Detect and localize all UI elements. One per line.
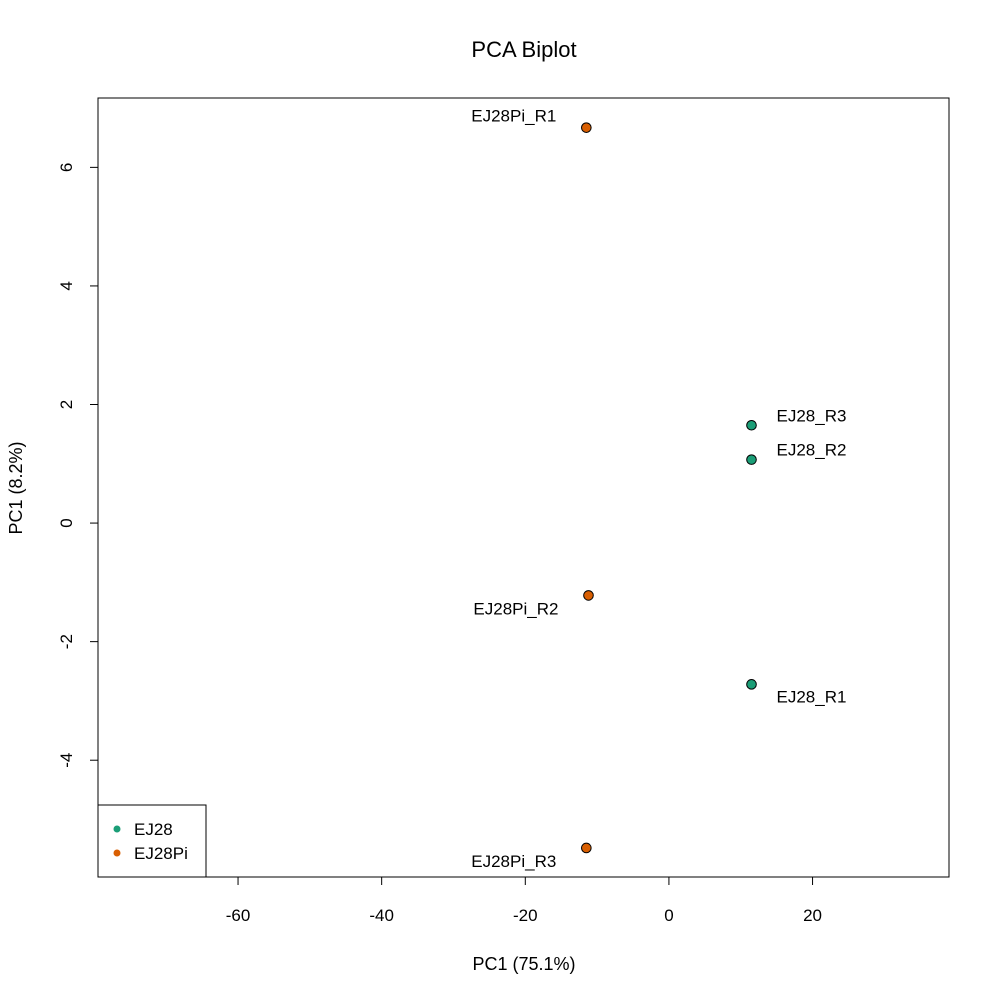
data-point [581, 842, 592, 854]
x-tick-label: -40 [369, 906, 394, 925]
y-tick-label: -2 [57, 634, 76, 649]
x-tick-label: -20 [513, 906, 538, 925]
point-label: EJ28_R2 [777, 441, 847, 460]
x-axis-label: PC1 (75.1%) [472, 954, 575, 974]
x-tick-label: 0 [664, 906, 673, 925]
legend-marker [113, 849, 121, 857]
y-tick-label: 2 [57, 400, 76, 409]
data-point [746, 454, 757, 465]
data-point [583, 590, 594, 601]
point-label: EJ28Pi_R2 [473, 599, 558, 618]
legend-label: EJ28 [134, 820, 173, 839]
legend-marker [113, 825, 121, 833]
y-tick-label: 4 [57, 281, 76, 290]
plot-frame [97, 97, 950, 878]
data-point [746, 679, 757, 690]
x-tick-label: 20 [803, 906, 822, 925]
x-tick-label: -60 [226, 906, 251, 925]
y-tick-label: 0 [57, 518, 76, 527]
chart-title: PCA Biplot [471, 37, 576, 62]
legend-label: EJ28Pi [134, 844, 188, 863]
data-point [581, 122, 592, 133]
point-label: EJ28Pi_R1 [471, 107, 556, 126]
point-label: EJ28_R3 [777, 406, 847, 425]
x-axis: -60 -40 -20 0 20 [226, 876, 822, 925]
point-label: EJ28Pi_R3 [471, 852, 556, 871]
point-label: EJ28_R1 [777, 687, 847, 706]
y-axis-label: PC1 (8.2%) [6, 441, 26, 534]
legend: EJ28 EJ28Pi [97, 804, 207, 878]
legend-box [97, 804, 207, 878]
y-tick-label: 6 [57, 163, 76, 172]
point-labels: EJ28_R3 EJ28_R2 EJ28_R1 EJ28Pi_R1 EJ28Pi_R2 E… [471, 107, 846, 871]
y-tick-label: -4 [57, 753, 76, 768]
y-axis: -4 -2 0 2 4 6 [57, 163, 99, 768]
data-point [746, 419, 757, 431]
data-points [581, 122, 757, 854]
